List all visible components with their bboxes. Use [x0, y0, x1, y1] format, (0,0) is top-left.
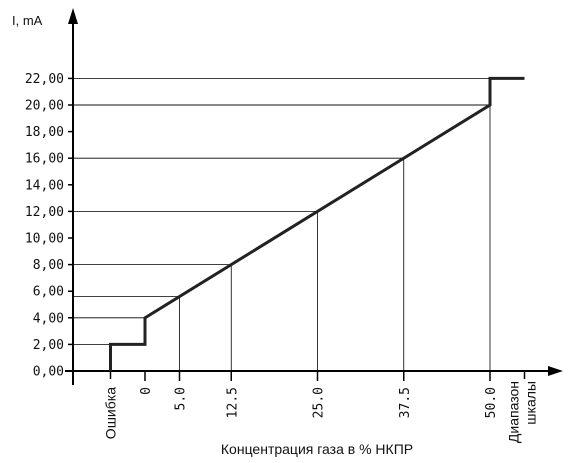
y-tick-label: 6,00 — [33, 285, 64, 300]
y-axis-label: I, mA — [12, 13, 43, 28]
y-tick-label: 14,00 — [25, 178, 64, 193]
axes — [65, 8, 563, 385]
x-category-label-part: Диапазон — [506, 381, 522, 443]
y-tick-label: 10,00 — [25, 232, 64, 247]
y-tick-label: 4,00 — [33, 311, 64, 326]
y-tick-label: 2,00 — [33, 338, 64, 353]
y-tick-label: 16,00 — [25, 152, 64, 167]
series-line — [109, 76, 525, 371]
x-tick-label: 5.0 — [174, 387, 189, 410]
x-tick-label: 50.0 — [484, 387, 499, 418]
y-tick-label: 18,00 — [25, 125, 64, 140]
x-axis-arrow-icon — [548, 366, 563, 376]
x-tick-label: 37.5 — [398, 387, 413, 418]
x-tick-label: 12.5 — [225, 387, 240, 418]
x-tick-label: 25.0 — [312, 387, 327, 418]
x-category-label-scale-range: Диапазон шкалы — [506, 381, 539, 443]
ticks: 0,00 2,00 4,00 6,00 8,00 10,00 12,00 14,00 16,00… — [25, 72, 526, 418]
y-tick-label: 12,00 — [25, 205, 64, 220]
x-category-label-error: Ошибка — [103, 387, 119, 439]
y-tick-label: 0,00 — [33, 365, 64, 380]
x-axis-label: Концентрация газа в % НКПР — [221, 441, 413, 457]
y-tick-label: 22,00 — [25, 72, 64, 87]
x-tick-label: 0 — [139, 387, 154, 395]
y-tick-label: 20,00 — [25, 99, 64, 114]
y-tick-label: 8,00 — [33, 258, 64, 273]
grid-lines — [73, 78, 525, 371]
y-axis-arrow-icon — [68, 8, 78, 24]
x-category-label-part: шкалы — [523, 381, 539, 425]
